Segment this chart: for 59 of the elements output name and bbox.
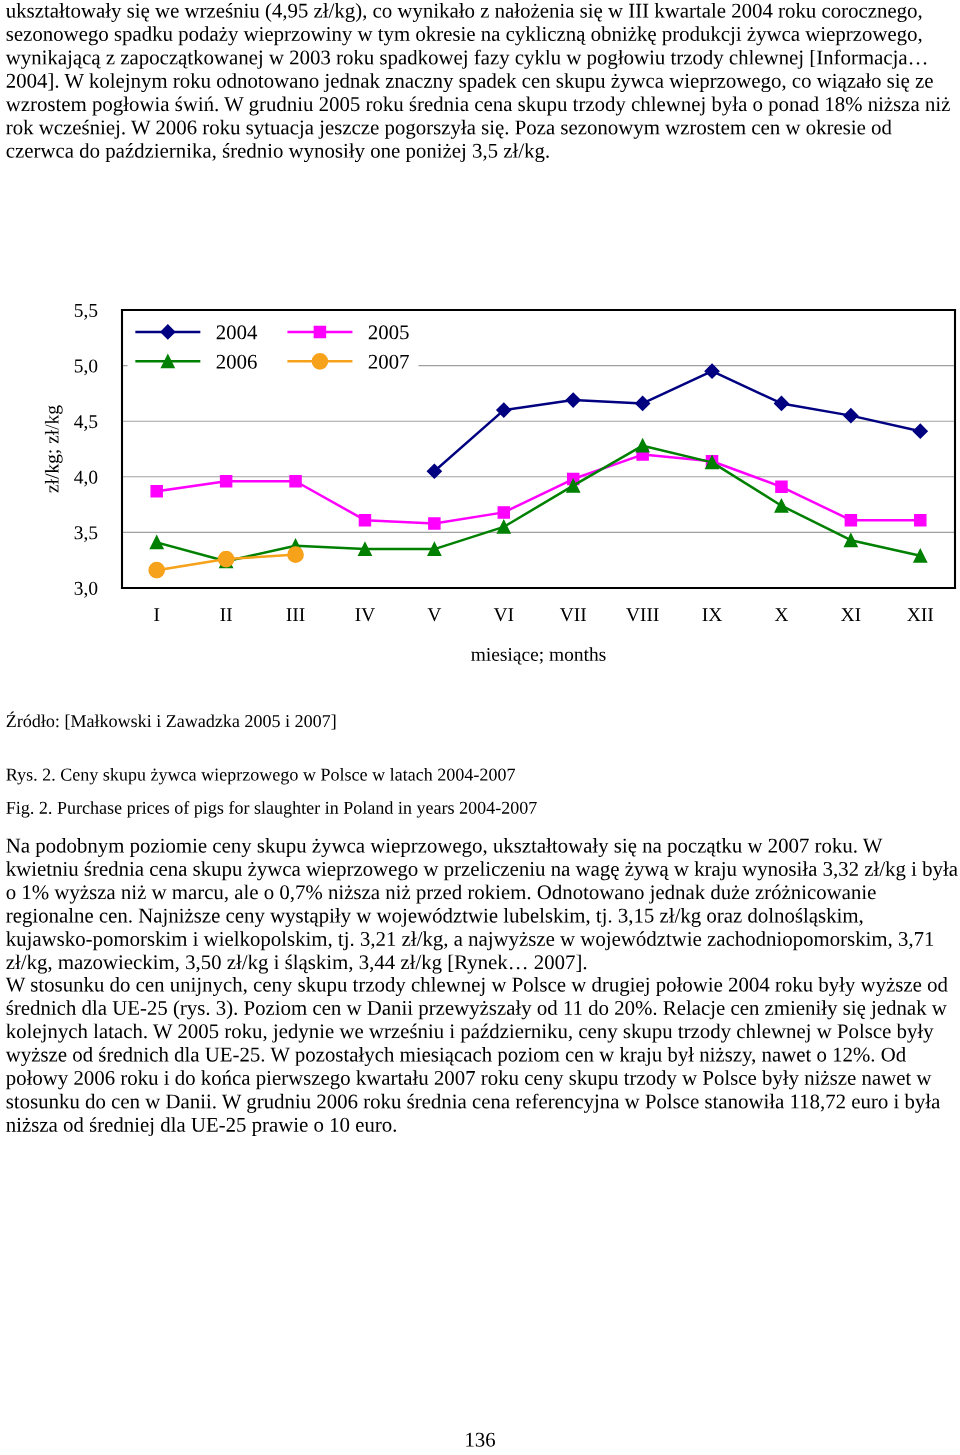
point	[150, 485, 163, 498]
point	[427, 542, 442, 557]
legend-label: 2004	[216, 325, 258, 340]
point	[704, 363, 720, 379]
legend-label: 2006	[216, 354, 257, 369]
x-tick-label: IV	[355, 608, 375, 622]
point	[566, 478, 581, 493]
y-tick-label: 4,0	[74, 470, 98, 487]
x-tick-label: XI	[841, 608, 861, 621]
point	[358, 542, 372, 557]
x-tick-label: I	[154, 608, 160, 621]
point	[149, 535, 164, 550]
text: Rys. 2. Ceny skupu żywca wieprzowego w Polsce w latach 2004-2007	[6, 768, 515, 785]
caption: Fig. 2. Purchase prices of pigs for slaughter in Poland in years 2004-2007	[6, 801, 537, 818]
point	[774, 498, 789, 513]
point	[287, 546, 304, 563]
x-tick-label: V	[427, 608, 442, 622]
y-axis-title: zł/kg; zł/kg	[44, 405, 63, 493]
point	[843, 408, 859, 424]
legend-label: 2007	[368, 354, 409, 369]
point	[497, 506, 511, 519]
y-tick-label: 3,5	[74, 526, 98, 543]
point	[773, 395, 790, 411]
x-tick-label: III	[286, 608, 305, 621]
point	[565, 392, 581, 408]
x-tick-label: II	[220, 608, 232, 621]
y-tick-label: 5,0	[74, 359, 98, 376]
point	[496, 402, 512, 418]
point	[913, 548, 928, 563]
point	[635, 395, 651, 411]
point	[635, 438, 650, 453]
legend-label: 2005	[368, 325, 409, 340]
text: ukształtowały się we wrześniu (4,95 zł/kg), co wynikało z nałożenia się w III kwartale 2004 roku corocznego, sezonowego spadku podaży wieprzowiny w tym okresie na cykliczną obniżkę produkcji żywca wieprzowego, wynikającą z zapoczątkowanej w 2003 roku spadkowej fazy cyklu w pogłowiu trzody chlewnej [Informacja… 2004]. W kolejnym roku odnotowano jednak znaczny spadek cen skupu żywca wieprzowego, co wiązało się ze wzrostem pogłowia świń. W grudniu 2005 roku średnia cena skupu trzody chlewnej była o ponad 18% niższa niż rok wcześniej. W 2006 roku sytuacja jeszcze pogorszyła się. Poza sezonowym wzrostem cen w okresie od czerwca do października, średnio wynosiły one poniżej 3,5 zł/kg.	[5, 3, 950, 163]
x-axis-title: miesiące; months	[471, 647, 606, 665]
point	[844, 513, 858, 527]
point	[775, 480, 788, 494]
y-tick-label: 5,5	[74, 304, 98, 320]
text: 136	[466, 1432, 495, 1447]
text: W stosunku do cen unijnych, ceny skupu trzody chlewnej w Polsce w drugiej połowie 2004 roku były wyższe od średnich dla UE-25 (rys. 3). Poziom cen w Danii przewyższały od 11 do 20%. Relacje cen zmieniły się jednak w kolejnych latach. W 2005 roku, jedynie we wrześniu i październiku, ceny skupu trzody chlewnej w Polsce były wyższe od średnich dla UE-25. W pozostałych miesiącach poziom cen w kraju był niższy, nawet o 12%. Od połowy 2006 roku i do końca pierwszego kwartału 2007 roku ceny skupu trzody w Polsce były niższe nawet w stosunku do cen w Danii. W grudniu 2006 roku średnia cena referencyjna w Polsce stanowiła 118,72 euro i była niższa od średniej dla UE-25 prawie o 10 euro.	[5, 977, 948, 1137]
x-tick-label: X	[774, 608, 789, 621]
point	[289, 474, 302, 488]
y-tick-label: 3,0	[74, 581, 98, 598]
x-tick-label: VI	[493, 608, 514, 622]
point	[914, 513, 927, 527]
x-tick-label: VII	[559, 608, 587, 622]
x-tick-label: XII	[907, 608, 934, 621]
point	[843, 533, 858, 548]
text: Źródło: [Małkowski i Zawadzka 2005 i 2007]	[6, 711, 336, 730]
text: Na podobnym poziomie ceny skupu żywca wieprzowego, ukształtowały się na początku w 2007 roku. W kwietniu średnia cena skupu żywca wieprzowego w przeliczeniu na wagę żywą w kraju wynosiła 3,32 zł/kg i była o 1% wyższa niż w marcu, ale o 0,7% niższa niż przed rokiem. Odnotowano jednak duże zróżnicowanie regionalne cen. Najniższe ceny wystąpiły w województwie lubelskim, tj. 3,15 zł/kg oraz dolnośląskim, kujawsko-pomorskim i wielkopolskim, tj. 3,21 zł/kg, a najwyższe w województwie zachodniopomorskim, 3,71 zł/kg, mazowieckim, 3,50 zł/kg i śląskim, 3,44 zł/kg [Rynek… 2007].	[6, 838, 958, 974]
x-tick-label: IX	[702, 608, 722, 621]
point	[358, 513, 372, 527]
point	[428, 517, 441, 530]
y-tick-label: 4,5	[74, 415, 98, 431]
point	[496, 519, 511, 534]
point	[219, 474, 233, 488]
point	[912, 423, 928, 439]
point	[148, 561, 166, 579]
point	[426, 463, 442, 479]
x-tick-label: VIII	[626, 608, 659, 622]
